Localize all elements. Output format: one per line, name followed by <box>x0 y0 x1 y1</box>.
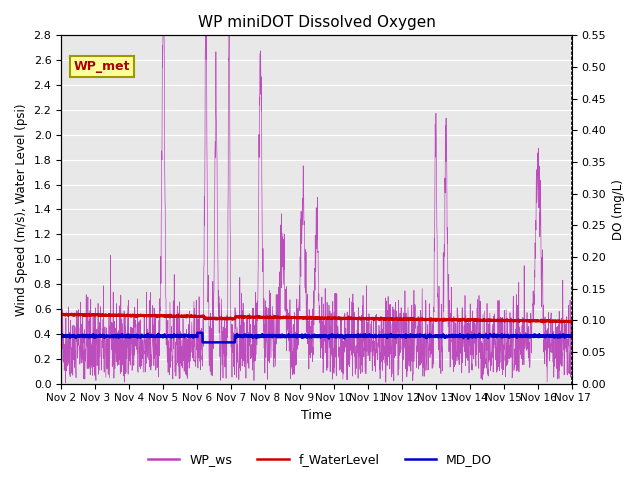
f_WaterLevel <box>568 318 576 324</box>
f_WaterLevel <box>332 315 339 321</box>
WP_ws <box>568 334 576 340</box>
MD_DO <box>332 334 339 340</box>
Title: WP miniDOT Dissolved Oxygen: WP miniDOT Dissolved Oxygen <box>198 15 435 30</box>
MD_DO <box>58 333 65 338</box>
WP_ws <box>524 334 531 340</box>
WP_ws <box>538 254 545 260</box>
Line: f_WaterLevel: f_WaterLevel <box>61 314 572 322</box>
f_WaterLevel <box>200 313 207 319</box>
MD_DO <box>524 334 531 340</box>
WP_ws <box>465 370 473 376</box>
Line: WP_ws: WP_ws <box>61 29 572 383</box>
f_WaterLevel <box>342 316 350 322</box>
Line: MD_DO: MD_DO <box>61 333 572 342</box>
Y-axis label: DO (mg/L): DO (mg/L) <box>612 179 625 240</box>
MD_DO <box>199 339 207 345</box>
MD_DO <box>200 339 208 345</box>
Legend: WP_ws, f_WaterLevel, MD_DO: WP_ws, f_WaterLevel, MD_DO <box>143 448 497 471</box>
f_WaterLevel <box>63 311 70 317</box>
WP_ws <box>332 336 339 342</box>
MD_DO <box>538 333 545 339</box>
f_WaterLevel <box>538 318 545 324</box>
MD_DO <box>342 334 350 339</box>
WP_ws <box>58 329 65 335</box>
Text: WP_met: WP_met <box>74 60 131 73</box>
f_WaterLevel <box>58 312 65 317</box>
f_WaterLevel <box>465 317 473 323</box>
MD_DO <box>193 330 201 336</box>
WP_ws <box>200 263 208 268</box>
MD_DO <box>465 334 473 339</box>
WP_ws <box>342 360 350 366</box>
f_WaterLevel <box>523 318 531 324</box>
MD_DO <box>568 334 576 339</box>
Y-axis label: Wind Speed (m/s), Water Level (psi): Wind Speed (m/s), Water Level (psi) <box>15 103 28 316</box>
X-axis label: Time: Time <box>301 409 332 422</box>
f_WaterLevel <box>566 319 574 325</box>
WP_ws <box>62 380 70 386</box>
WP_ws <box>159 26 167 32</box>
